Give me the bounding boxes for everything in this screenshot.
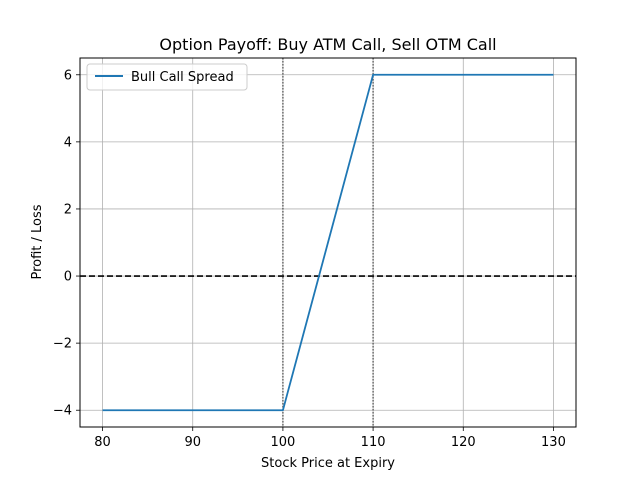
x-tick-label: 110 [361,435,386,450]
y-tick-label: 4 [64,135,72,150]
y-tick-label: 6 [64,68,72,83]
x-tick-label: 120 [451,435,476,450]
chart-title: Option Payoff: Buy ATM Call, Sell OTM Ca… [159,35,496,54]
y-tick-label: 0 [64,270,72,285]
x-tick-label: 90 [184,435,201,450]
x-axis-label: Stock Price at Expiry [261,456,395,471]
x-tick-label: 100 [270,435,295,450]
x-tick-label: 80 [94,435,111,450]
legend: Bull Call Spread [86,63,248,91]
reference-lines [80,58,576,427]
legend-box [86,63,248,91]
x-axis-ticks: 80 90 100 110 120 130 [94,427,566,450]
legend-entry-bull-call-spread: Bull Call Spread [131,70,234,85]
series-layer [102,73,554,412]
x-tick-label: 130 [541,435,566,450]
series-line-bull-call-spread [102,73,554,412]
y-tick-label: 2 [64,202,72,217]
y-tick-label: −2 [53,337,72,352]
y-tick-label: −4 [53,404,72,419]
y-axis-label: Profit / Loss [30,204,45,279]
y-axis-ticks: −4 −2 0 2 4 6 [53,68,80,419]
plot-frame [79,57,577,428]
